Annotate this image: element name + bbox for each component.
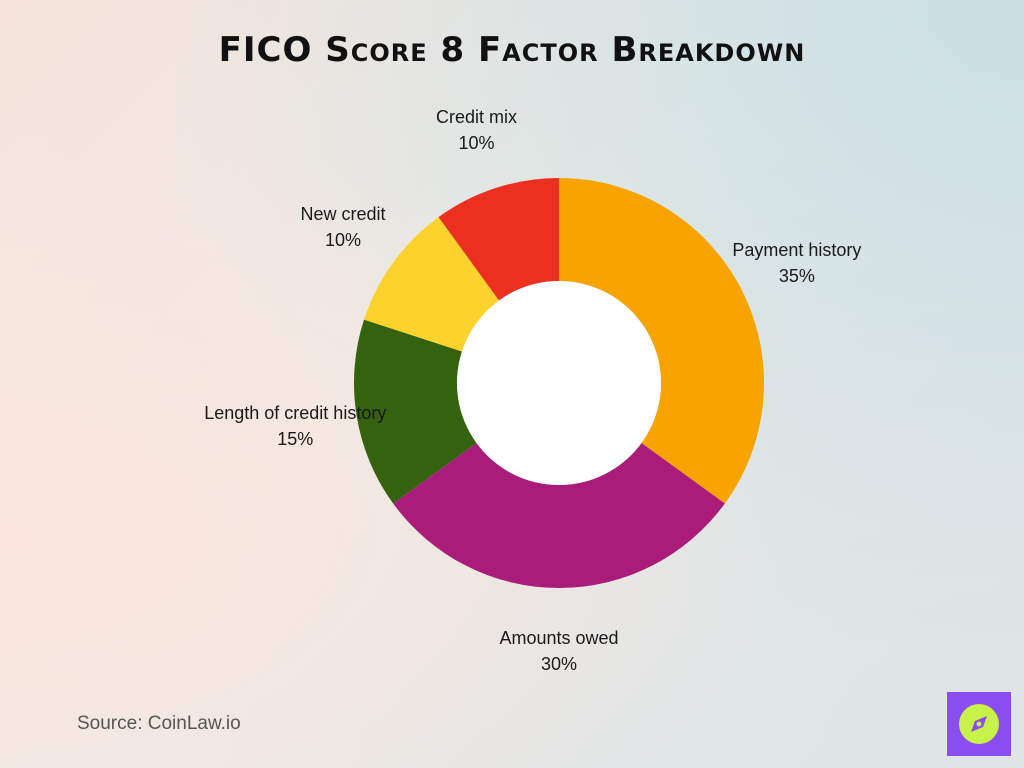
slice-payment-history	[559, 178, 765, 504]
slice-label-name: Payment history	[732, 240, 861, 260]
chart-labels: Payment history 35% Amounts owed 30% Length …	[204, 107, 861, 674]
chart-slices	[354, 178, 765, 588]
compass-icon	[959, 704, 999, 744]
slice-length-of-credit-history	[354, 319, 477, 504]
slice-label-name: New credit	[300, 204, 385, 224]
slice-credit-mix	[438, 178, 559, 301]
slice-label-value: 30%	[541, 654, 577, 674]
label-payment-history: Payment history 35%	[732, 240, 861, 286]
label-amounts-owed: Amounts owed 30%	[499, 628, 618, 674]
slice-label-value: 10%	[458, 133, 494, 153]
source-caption: Source: CoinLaw.io	[77, 713, 241, 734]
brand-logo	[947, 692, 1011, 756]
label-length-of-credit-history: Length of credit history 15%	[204, 403, 386, 449]
chart-title: FICO Score 8 Factor Breakdown	[218, 30, 806, 70]
label-new-credit: New credit 10%	[300, 204, 385, 250]
slice-label-name: Credit mix	[436, 107, 517, 127]
slice-label-name: Length of credit history	[204, 403, 386, 423]
slice-amounts-owed	[393, 442, 725, 588]
slice-label-value: 15%	[277, 429, 313, 449]
slice-new-credit	[364, 217, 500, 352]
donut-hole	[457, 281, 661, 485]
slice-label-name: Amounts owed	[499, 628, 618, 648]
slice-label-value: 10%	[325, 230, 361, 250]
slice-label-value: 35%	[779, 266, 815, 286]
label-credit-mix: Credit mix 10%	[436, 107, 517, 153]
